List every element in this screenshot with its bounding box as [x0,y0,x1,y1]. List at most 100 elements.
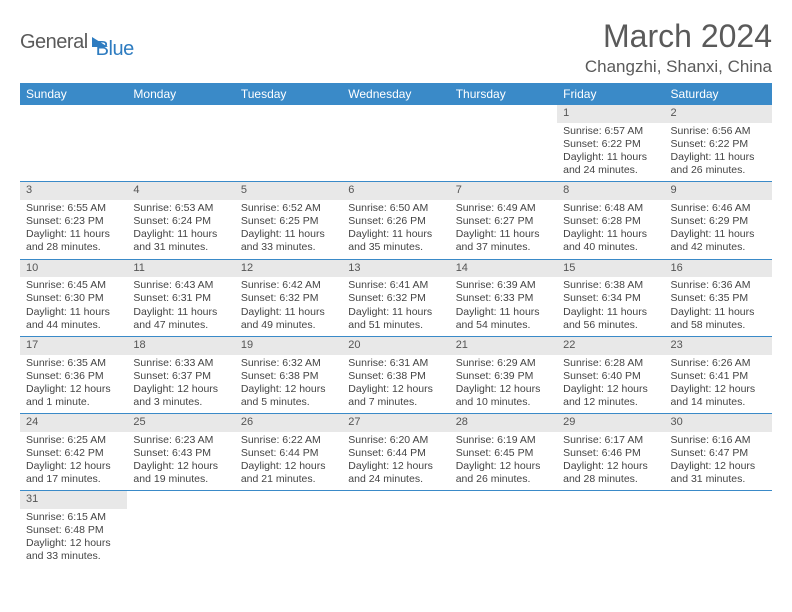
sunrise-line: Sunrise: 6:57 AM [563,125,658,138]
sunrise-line: Sunrise: 6:25 AM [26,434,121,447]
sunrise-line: Sunrise: 6:19 AM [456,434,551,447]
day-number: 20 [342,337,449,355]
daylight-line: Daylight: 11 hours and 26 minutes. [671,151,766,177]
sunrise-line: Sunrise: 6:22 AM [241,434,336,447]
sunrise-line: Sunrise: 6:29 AM [456,357,551,370]
sunrise-line: Sunrise: 6:42 AM [241,279,336,292]
calendar-day: 23Sunrise: 6:26 AMSunset: 6:41 PMDayligh… [665,336,772,413]
day-number: 17 [20,337,127,355]
day-body: Sunrise: 6:23 AMSunset: 6:43 PMDaylight:… [127,432,234,491]
day-number: 5 [235,182,342,200]
day-number: 19 [235,337,342,355]
day-body: Sunrise: 6:53 AMSunset: 6:24 PMDaylight:… [127,200,234,259]
day-body: Sunrise: 6:26 AMSunset: 6:41 PMDaylight:… [665,355,772,414]
calendar-day: 6 Sunrise: 6:50 AMSunset: 6:26 PMDaylight… [342,182,449,259]
day-number: 7 [450,182,557,200]
weekday-header: Sunday [20,83,127,105]
sunset-line: Sunset: 6:27 PM [456,215,551,228]
calendar-day: 29Sunrise: 6:17 AMSunset: 6:46 PMDayligh… [557,414,664,491]
calendar-day: 1Sunrise: 6:57 AMSunset: 6:22 PMDaylight… [557,105,664,182]
daylight-line: Daylight: 11 hours and 54 minutes. [456,306,551,332]
calendar-day: 8Sunrise: 6:48 AMSunset: 6:28 PMDaylight… [557,182,664,259]
day-number: 27 [342,414,449,432]
day-body: Sunrise: 6:57 AMSunset: 6:22 PMDaylight:… [557,123,664,182]
sunset-line: Sunset: 6:23 PM [26,215,121,228]
calendar-day: 2Sunrise: 6:56 AMSunset: 6:22 PMDaylight… [665,105,772,182]
calendar-head: SundayMondayTuesdayWednesdayThursdayFrid… [20,83,772,105]
day-body: Sunrise: 6:56 AMSunset: 6:22 PMDaylight:… [665,123,772,182]
daylight-line: Daylight: 12 hours and 31 minutes. [671,460,766,486]
daylight-line: Daylight: 12 hours and 28 minutes. [563,460,658,486]
calendar-day: 28Sunrise: 6:19 AMSunset: 6:45 PMDayligh… [450,414,557,491]
calendar-row: 1Sunrise: 6:57 AMSunset: 6:22 PMDaylight… [20,105,772,182]
day-body: Sunrise: 6:55 AMSunset: 6:23 PMDaylight:… [20,200,127,259]
calendar-day-empty [235,105,342,182]
weekday-header: Tuesday [235,83,342,105]
sunrise-line: Sunrise: 6:32 AM [241,357,336,370]
sunset-line: Sunset: 6:47 PM [671,447,766,460]
title-block: March 2024 Changzhi, Shanxi, China [585,18,772,77]
sunrise-line: Sunrise: 6:48 AM [563,202,658,215]
day-number: 26 [235,414,342,432]
day-number: 13 [342,260,449,278]
sunrise-line: Sunrise: 6:41 AM [348,279,443,292]
calendar-day: 11Sunrise: 6:43 AMSunset: 6:31 PMDayligh… [127,259,234,336]
sunrise-line: Sunrise: 6:39 AM [456,279,551,292]
sunrise-line: Sunrise: 6:53 AM [133,202,228,215]
sunset-line: Sunset: 6:31 PM [133,292,228,305]
daylight-line: Daylight: 12 hours and 1 minute. [26,383,121,409]
calendar-row: 3Sunrise: 6:55 AMSunset: 6:23 PMDaylight… [20,182,772,259]
sunset-line: Sunset: 6:26 PM [348,215,443,228]
sunrise-line: Sunrise: 6:23 AM [133,434,228,447]
sunset-line: Sunset: 6:45 PM [456,447,551,460]
sunrise-line: Sunrise: 6:20 AM [348,434,443,447]
day-body: Sunrise: 6:36 AMSunset: 6:35 PMDaylight:… [665,277,772,336]
day-body: Sunrise: 6:19 AMSunset: 6:45 PMDaylight:… [450,432,557,491]
calendar-day-empty [127,491,234,568]
day-body: Sunrise: 6:45 AMSunset: 6:30 PMDaylight:… [20,277,127,336]
day-body: Sunrise: 6:25 AMSunset: 6:42 PMDaylight:… [20,432,127,491]
day-number: 18 [127,337,234,355]
day-body: Sunrise: 6:43 AMSunset: 6:31 PMDaylight:… [127,277,234,336]
daylight-line: Daylight: 12 hours and 19 minutes. [133,460,228,486]
sunset-line: Sunset: 6:41 PM [671,370,766,383]
daylight-line: Daylight: 11 hours and 35 minutes. [348,228,443,254]
daylight-line: Daylight: 12 hours and 24 minutes. [348,460,443,486]
calendar-day: 9Sunrise: 6:46 AMSunset: 6:29 PMDaylight… [665,182,772,259]
day-number: 15 [557,260,664,278]
day-number: 8 [557,182,664,200]
calendar-day: 3Sunrise: 6:55 AMSunset: 6:23 PMDaylight… [20,182,127,259]
calendar-day: 19Sunrise: 6:32 AMSunset: 6:38 PMDayligh… [235,336,342,413]
sunset-line: Sunset: 6:35 PM [671,292,766,305]
sunrise-line: Sunrise: 6:16 AM [671,434,766,447]
calendar-day: 30Sunrise: 6:16 AMSunset: 6:47 PMDayligh… [665,414,772,491]
weekday-header: Thursday [450,83,557,105]
sunrise-line: Sunrise: 6:28 AM [563,357,658,370]
calendar-day-empty [342,105,449,182]
sunset-line: Sunset: 6:39 PM [456,370,551,383]
day-number: 6 [342,182,449,200]
sunrise-line: Sunrise: 6:26 AM [671,357,766,370]
calendar-day: 18Sunrise: 6:33 AMSunset: 6:37 PMDayligh… [127,336,234,413]
calendar-day-empty [235,491,342,568]
daylight-line: Daylight: 12 hours and 17 minutes. [26,460,121,486]
sunset-line: Sunset: 6:44 PM [241,447,336,460]
day-body: Sunrise: 6:35 AMSunset: 6:36 PMDaylight:… [20,355,127,414]
day-body: Sunrise: 6:22 AMSunset: 6:44 PMDaylight:… [235,432,342,491]
sunrise-line: Sunrise: 6:50 AM [348,202,443,215]
calendar-day-empty [20,105,127,182]
day-number: 11 [127,260,234,278]
day-body: Sunrise: 6:28 AMSunset: 6:40 PMDaylight:… [557,355,664,414]
sunset-line: Sunset: 6:38 PM [241,370,336,383]
daylight-line: Daylight: 12 hours and 14 minutes. [671,383,766,409]
calendar-day-empty [665,491,772,568]
daylight-line: Daylight: 11 hours and 47 minutes. [133,306,228,332]
day-number: 4 [127,182,234,200]
sunset-line: Sunset: 6:25 PM [241,215,336,228]
daylight-line: Daylight: 11 hours and 44 minutes. [26,306,121,332]
calendar-row: 24Sunrise: 6:25 AMSunset: 6:42 PMDayligh… [20,414,772,491]
sunset-line: Sunset: 6:44 PM [348,447,443,460]
day-body: Sunrise: 6:16 AMSunset: 6:47 PMDaylight:… [665,432,772,491]
weekday-header: Wednesday [342,83,449,105]
day-number: 22 [557,337,664,355]
